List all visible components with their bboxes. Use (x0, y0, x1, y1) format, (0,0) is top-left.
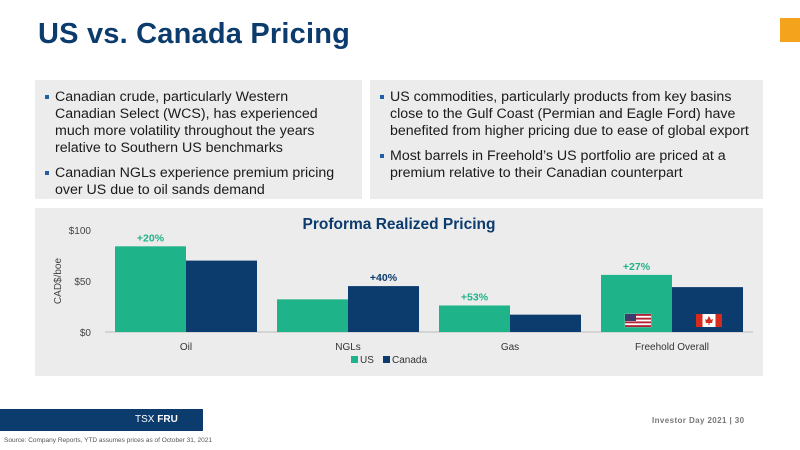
bar-canada-gas (510, 314, 581, 332)
right-bullet-list: US commodities, particularly products fr… (370, 80, 763, 182)
data-label: +20% (137, 232, 165, 244)
x-tick-label: Oil (180, 342, 192, 353)
bar-canada-oil (186, 260, 257, 332)
footer-ticker: FRU (157, 414, 178, 425)
us-flag-canton (625, 314, 636, 321)
right-bullet-1: US commodities, particularly products fr… (380, 89, 753, 140)
data-label: +27% (623, 261, 651, 273)
legend-canada-label: Canada (392, 355, 427, 366)
bullet-square-icon (45, 171, 49, 175)
x-tick-label: NGLs (335, 342, 361, 353)
footer-ticker-bar: TSX FRU (0, 409, 203, 431)
legend-us-label: US (360, 355, 374, 366)
us-flag-stripe (625, 321, 651, 324)
accent-square (780, 18, 800, 42)
bullet-square-icon (380, 154, 384, 158)
y-tick-label: $0 (80, 328, 92, 339)
legend-us-swatch (351, 356, 358, 363)
right-bullet-1-text: US commodities, particularly products fr… (390, 89, 749, 139)
bullet-square-icon (45, 95, 49, 99)
maple-leaf-icon (705, 316, 713, 325)
us-flag-stripe (625, 325, 651, 327)
y-tick-label: $50 (74, 277, 91, 288)
bar-canada-ngls (348, 286, 419, 332)
left-bullet-1-text: Canadian crude, particularly Western Can… (55, 89, 318, 156)
us-flag-stripe (625, 317, 651, 320)
left-bullet-list: Canadian crude, particularly Western Can… (35, 80, 362, 199)
canada-flag-left-band (696, 314, 703, 327)
bar-us-gas (439, 305, 510, 332)
chart-title: Proforma Realized Pricing (303, 216, 496, 233)
left-bullet-2-text: Canadian NGLs experience premium pricing… (55, 165, 335, 198)
bullet-square-icon (380, 95, 384, 99)
source-note: Source: Company Reports, YTD assumes pri… (4, 437, 212, 444)
bar-us-ngls (277, 299, 348, 332)
canada-flag-right-band (715, 314, 722, 327)
data-label: +53% (461, 291, 489, 303)
footer-page-info: Investor Day 2021 | 30 (652, 416, 745, 425)
left-bullet-1: Canadian crude, particularly Western Can… (45, 89, 352, 157)
y-tick-label: $100 (69, 226, 92, 237)
us-flag-stripe (625, 314, 651, 316)
left-bullet-panel: Canadian crude, particularly Western Can… (35, 80, 362, 199)
pricing-bar-chart: Proforma Realized Pricing CAD$/boe $0 $50 $1… (53, 216, 753, 366)
bar-us-oil (115, 246, 186, 332)
footer-ticker-prefix: TSX (135, 414, 158, 425)
right-bullet-2-text: Most barrels in Freehold’s US portfolio … (390, 148, 726, 181)
page-title: US vs. Canada Pricing (38, 18, 351, 50)
right-bullet-2: Most barrels in Freehold’s US portfolio … (380, 148, 753, 182)
legend-canada-swatch (383, 356, 390, 363)
data-label: +40% (370, 272, 398, 284)
right-bullet-panel: US commodities, particularly products fr… (370, 80, 763, 199)
x-tick-label: Freehold Overall (635, 342, 709, 353)
y-axis-label: CAD$/boe (53, 257, 64, 304)
left-bullet-2: Canadian NGLs experience premium pricing… (45, 165, 352, 199)
x-tick-label: Gas (501, 342, 519, 353)
